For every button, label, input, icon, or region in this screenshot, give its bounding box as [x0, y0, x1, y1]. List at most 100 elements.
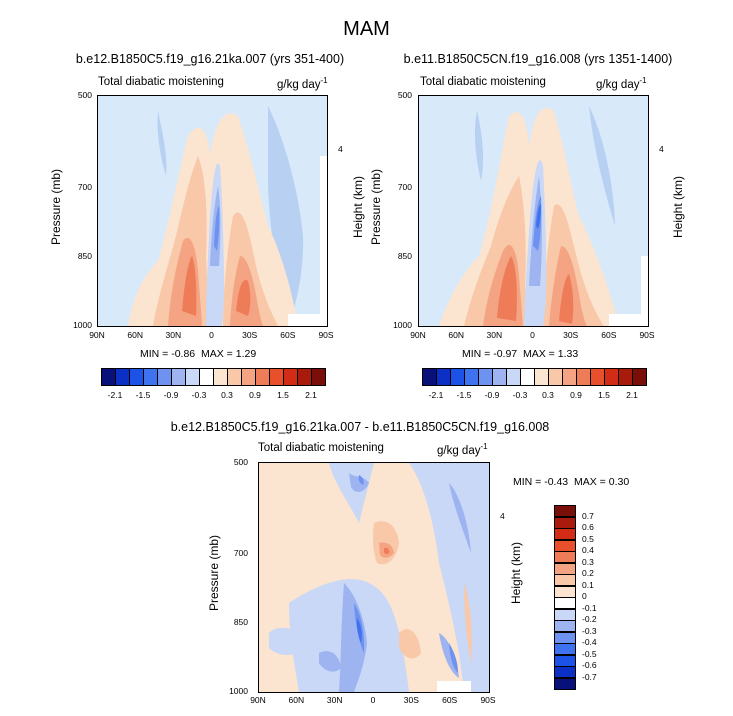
- top-left-units-text: g/kg day: [277, 78, 321, 91]
- top-right-colorbar-label: -2.1: [428, 390, 444, 400]
- bottom-min-value: -0.43: [544, 476, 569, 488]
- top-right-colorbar-swatch: [618, 368, 633, 386]
- top-left-colorbar-swatch: [129, 368, 144, 386]
- top-left-units-exp: -1: [320, 76, 328, 85]
- top-right-contours: [419, 96, 648, 326]
- bottom-colorbar-label: -0.4: [582, 637, 597, 647]
- top-right-colorbar-swatch: [632, 368, 647, 386]
- bottom-xtick-label: 60S: [442, 695, 458, 705]
- bottom-colorbar-label: -0.6: [582, 660, 597, 670]
- top-left-ytick-700: 700: [77, 182, 92, 192]
- top-left-colorbar-swatch: [115, 368, 130, 386]
- top-left-height-tick: 4: [338, 144, 343, 154]
- bottom-colorbar-swatch: [554, 516, 576, 529]
- figure-title: MAM: [343, 18, 390, 40]
- top-right-ytick-1000: 1000: [393, 320, 412, 330]
- top-right-colorbar-label: -0.9: [484, 390, 500, 400]
- bottom-colorbar-swatch: [554, 551, 576, 563]
- bottom-colorbar-label: -0.5: [582, 648, 597, 659]
- top-left-xticks: 90N 60N 30N 0 30S 60S 90S: [89, 330, 333, 342]
- top-right-colorbar-swatch: [604, 368, 619, 386]
- top-left-ytick-1000: 1000: [73, 320, 92, 330]
- bottom-colorbar-label: 0.4: [582, 545, 594, 555]
- top-right-height-tick: 4: [659, 144, 664, 154]
- top-left-max-value: 1.29: [235, 348, 257, 360]
- top-left-colorbar-label: 0.9: [249, 390, 261, 400]
- top-right-xtick-label: 30S: [563, 330, 579, 340]
- top-left-colorbar-swatch: [157, 368, 172, 386]
- top-left-max-label: MAX =: [201, 348, 233, 360]
- bottom-colorbar-swatch: [554, 528, 576, 540]
- top-left-xtick-label: 30N: [165, 330, 182, 340]
- top-left-title: b.e12.B1850C5.f19_g16.21ka.007 (yrs 351-…: [75, 52, 345, 66]
- bottom-colorbar-swatch: [554, 562, 576, 575]
- bottom-ytick-850: 850: [233, 617, 248, 627]
- top-left-colorbar-swatch: [213, 368, 228, 386]
- bottom-xtick-label: 90N: [250, 695, 266, 705]
- top-left-colorbar-swatch: [185, 368, 200, 386]
- bottom-xtick-label: 60N: [288, 695, 305, 705]
- top-right-colorbar-label: -1.5: [456, 390, 472, 400]
- bottom-title: b.e12.B1850C5.f19_g16.21ka.007 - b.e11.B…: [170, 420, 550, 434]
- top-right-colorbar-labels: -2.1 -1.5 -0.9 -0.3 0.3 0.9 1.5 2.1: [422, 390, 646, 402]
- top-left-colorbar-swatch: [171, 368, 186, 386]
- top-right-colorbar-swatch: [478, 368, 493, 386]
- top-right-colorbar-swatch: [464, 368, 479, 386]
- top-left-ylabel: Pressure (mb): [49, 169, 63, 246]
- bottom-xtick-label: 90S: [480, 695, 496, 705]
- top-left-rlabel: Height (km): [351, 176, 365, 239]
- top-right-colorbar-label: 1.5: [598, 390, 610, 400]
- top-right-colorbar-swatch: [590, 368, 605, 386]
- bottom-colorbar-swatch: [554, 608, 576, 621]
- top-right-units-text: g/kg day: [596, 78, 640, 91]
- bottom-rlabel: Height (km): [509, 542, 523, 605]
- bottom-colorbar-labels: 0.7 0.6 0.5 0.4 0.3 0.2 0.1 0 -0.1 -0.2 -0.3 -0.4 -0…: [582, 505, 622, 689]
- top-right-colorbar-swatch: [520, 368, 535, 386]
- bottom-subtitle: Total diabatic moistening: [258, 442, 384, 454]
- bottom-colorbar-swatch: [554, 620, 576, 632]
- top-left-colorbar-label: -1.5: [135, 390, 151, 400]
- top-right-max-value: 1.33: [557, 348, 579, 360]
- top-left-colorbar-swatch: [297, 368, 312, 386]
- bottom-plot: [258, 462, 490, 693]
- bottom-colorbar-swatch: [554, 677, 576, 690]
- top-left-xtick-label: 60S: [280, 330, 296, 340]
- top-left-colorbar-label: -2.1: [107, 390, 123, 400]
- bottom-ytick-1000: 1000: [229, 686, 248, 696]
- top-right-xtick-label: 0: [530, 330, 535, 340]
- bottom-colorbar-label: -0.7: [582, 671, 597, 682]
- bottom-colorbar-label: -0.2: [582, 614, 597, 624]
- bottom-contours: [259, 463, 489, 692]
- top-right-ylabel: Pressure (mb): [369, 169, 383, 246]
- top-left-colorbar: [101, 368, 326, 386]
- top-left-colorbar-label: -0.9: [163, 390, 179, 400]
- top-left-plot: [97, 95, 328, 327]
- top-right-xtick-label: 90S: [639, 330, 655, 340]
- top-left-xtick-label: 30S: [242, 330, 258, 340]
- top-right-colorbar-label: 2.1: [626, 390, 638, 400]
- bottom-colorbar-swatch: [554, 539, 576, 552]
- top-left-subtitle: Total diabatic moistening: [98, 76, 224, 88]
- top-right-min-label: MIN =: [462, 348, 491, 360]
- top-left-colorbar-swatch: [143, 368, 158, 386]
- bottom-xticks: 90N 60N 30N 0 30S 60S 90S: [250, 695, 495, 707]
- bottom-xtick-label: 30N: [326, 695, 343, 705]
- bottom-min-label: MIN =: [513, 476, 542, 488]
- bottom-colorbar-swatch: [554, 654, 576, 667]
- top-left-xtick-label: 0: [209, 330, 214, 340]
- top-right-units-exp: -1: [639, 76, 647, 85]
- top-right-colorbar-swatch: [576, 368, 591, 386]
- bottom-ylabel: Pressure (mb): [207, 535, 221, 612]
- top-right-plot: [418, 95, 649, 327]
- top-right-colorbar-swatch: [492, 368, 507, 386]
- top-right-colorbar-swatch: [422, 368, 437, 386]
- top-right-colorbar-swatch: [562, 368, 577, 386]
- top-right-colorbar-swatch: [534, 368, 549, 386]
- bottom-units-exp: -1: [480, 442, 488, 451]
- top-right-max-label: MAX =: [523, 348, 555, 360]
- bottom-colorbar-swatch: [554, 643, 576, 655]
- bottom-minmax: MIN = -0.43 MAX = 0.30: [513, 476, 629, 488]
- bottom-colorbar-label: 0.2: [582, 568, 594, 578]
- top-left-colorbar-label: 2.1: [305, 390, 317, 400]
- top-right-colorbar-swatch: [506, 368, 521, 386]
